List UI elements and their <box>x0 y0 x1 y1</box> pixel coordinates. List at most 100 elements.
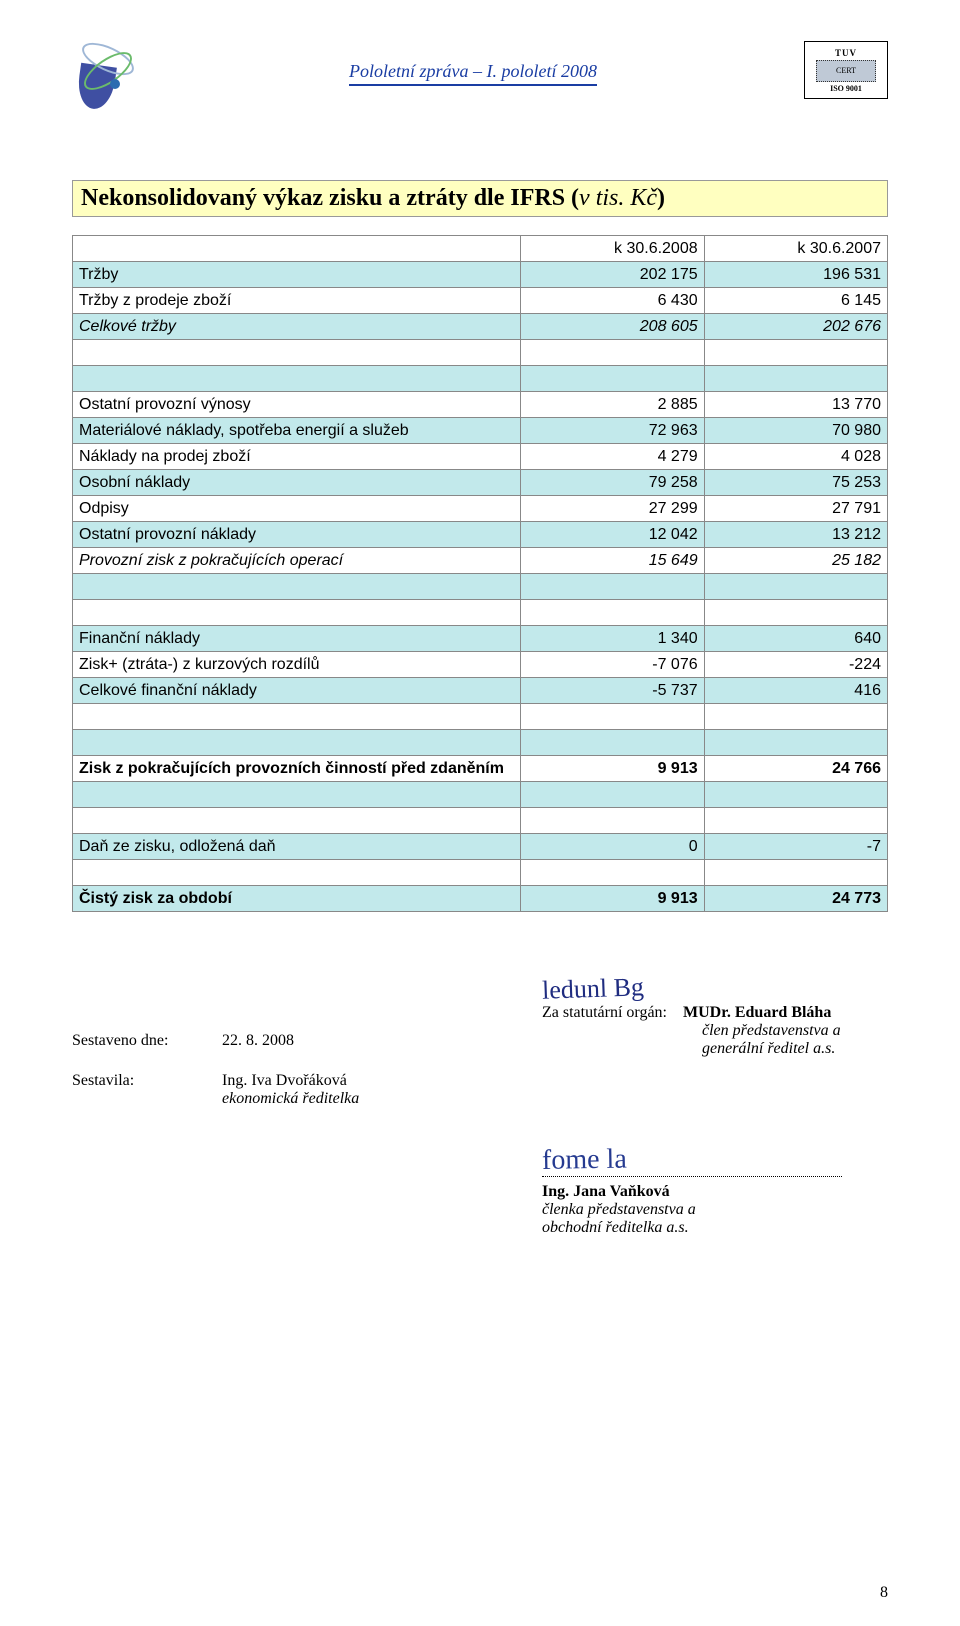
row-label: Ostatní provozní výnosy <box>73 392 521 418</box>
table-row: Tržby z prodeje zboží6 4306 145 <box>73 288 888 314</box>
table-row <box>73 860 888 886</box>
row-value-1: 79 258 <box>521 470 704 496</box>
table-row: Tržby202 175196 531 <box>73 262 888 288</box>
table-row: Čistý zisk za období9 91324 773 <box>73 886 888 912</box>
row-label <box>73 340 521 366</box>
row-value-1 <box>521 366 704 392</box>
row-value-1 <box>521 730 704 756</box>
row-value-2: 70 980 <box>704 418 887 444</box>
row-value-1 <box>521 600 704 626</box>
row-value-1: 27 299 <box>521 496 704 522</box>
row-label <box>73 730 521 756</box>
row-value-2: 202 676 <box>704 314 887 340</box>
row-value-2 <box>704 340 887 366</box>
table-row: Ostatní provozní náklady12 04213 212 <box>73 522 888 548</box>
signature-1-title1: člen představenstva a <box>702 1022 872 1040</box>
tuv-top-text: TUV <box>835 48 857 58</box>
page-number: 8 <box>880 1584 888 1602</box>
table-row <box>73 340 888 366</box>
row-value-2: 196 531 <box>704 262 887 288</box>
table-row: Daň ze zisku, odložená daň0-7 <box>73 834 888 860</box>
row-label: Osobní náklady <box>73 470 521 496</box>
table-row: Materiálové náklady, spotřeba energií a … <box>73 418 888 444</box>
row-label: Náklady na prodej zboží <box>73 444 521 470</box>
table-row <box>73 704 888 730</box>
row-label <box>73 782 521 808</box>
row-label <box>73 860 521 886</box>
compiled-date-label: Sestaveno dne: <box>72 1032 222 1050</box>
page-header: Pololetní zpráva – I. pololetí 2008 TUV … <box>72 30 888 110</box>
table-row <box>73 782 888 808</box>
row-value-2 <box>704 600 887 626</box>
row-value-2 <box>704 782 887 808</box>
row-value-2 <box>704 366 887 392</box>
financial-table: k 30.6.2008k 30.6.2007Tržby202 175196 53… <box>72 235 888 912</box>
table-row: k 30.6.2008k 30.6.2007 <box>73 236 888 262</box>
compiled-by-label: Sestavila: <box>72 1072 222 1108</box>
row-value-1 <box>521 782 704 808</box>
signature-2: fome la Ing. Jana Vaňková členka předsta… <box>542 1142 882 1237</box>
row-label <box>73 236 521 262</box>
table-row: Osobní náklady79 25875 253 <box>73 470 888 496</box>
row-value-1: 0 <box>521 834 704 860</box>
statutory-label: Za statutární orgán: <box>542 1004 667 1021</box>
row-value-2: 25 182 <box>704 548 887 574</box>
row-value-1: 9 913 <box>521 756 704 782</box>
signature-2-title1: členka představenstva a <box>542 1201 882 1219</box>
document-page: Pololetní zpráva – I. pololetí 2008 TUV … <box>0 0 960 1626</box>
row-value-2: 75 253 <box>704 470 887 496</box>
row-value-2: 13 770 <box>704 392 887 418</box>
row-value-2 <box>704 860 887 886</box>
row-label: Celkové tržby <box>73 314 521 340</box>
signature-2-scrawl: fome la <box>542 1139 883 1177</box>
compiled-by-name: Ing. Iva Dvořáková <box>222 1072 472 1090</box>
tuv-bottom-text: ISO 9001 <box>830 84 862 93</box>
row-label: Odpisy <box>73 496 521 522</box>
table-row <box>73 574 888 600</box>
title-close: ) <box>657 185 665 211</box>
signature-1-title2: generální ředitel a.s. <box>702 1040 872 1058</box>
row-value-1: 15 649 <box>521 548 704 574</box>
row-value-1: 202 175 <box>521 262 704 288</box>
row-label <box>73 600 521 626</box>
row-label <box>73 574 521 600</box>
row-value-1: 9 913 <box>521 886 704 912</box>
row-value-2: 24 773 <box>704 886 887 912</box>
section-title: Nekonsolidovaný výkaz zisku a ztráty dle… <box>72 180 888 217</box>
table-row <box>73 730 888 756</box>
row-value-1 <box>521 340 704 366</box>
row-value-2: 4 028 <box>704 444 887 470</box>
row-label <box>73 704 521 730</box>
row-label: Zisk z pokračujících provozních činností… <box>73 756 521 782</box>
table-row: Celkové finanční náklady-5 737416 <box>73 678 888 704</box>
row-value-1: 2 885 <box>521 392 704 418</box>
row-label: Provozní zisk z pokračujících operací <box>73 548 521 574</box>
table-row: Celkové tržby208 605202 676 <box>73 314 888 340</box>
row-value-2: 27 791 <box>704 496 887 522</box>
row-value-1: -7 076 <box>521 652 704 678</box>
compiled-by-title: ekonomická ředitelka <box>222 1090 472 1108</box>
signature-1-scrawl: ledunl Bg <box>542 966 873 1004</box>
signature-2-name: Ing. Jana Vaňková <box>542 1183 882 1201</box>
tuv-cert-icon: TUV CERT ISO 9001 <box>804 41 888 99</box>
table-row: Provozní zisk z pokračujících operací15 … <box>73 548 888 574</box>
table-row: Náklady na prodej zboží4 2794 028 <box>73 444 888 470</box>
table-row: Odpisy27 29927 791 <box>73 496 888 522</box>
row-label <box>73 366 521 392</box>
row-label: Zisk+ (ztráta-) z kurzových rozdílů <box>73 652 521 678</box>
signature-block: Sestaveno dne: 22. 8. 2008 Sestavila: In… <box>72 1032 888 1108</box>
table-row: Finanční náklady1 340640 <box>73 626 888 652</box>
table-row: Zisk+ (ztráta-) z kurzových rozdílů-7 07… <box>73 652 888 678</box>
row-value-1 <box>521 704 704 730</box>
row-value-2: 416 <box>704 678 887 704</box>
row-value-2: 640 <box>704 626 887 652</box>
row-value-2 <box>704 574 887 600</box>
row-label: Celkové finanční náklady <box>73 678 521 704</box>
row-value-2: k 30.6.2007 <box>704 236 887 262</box>
signature-1: ledunl Bg Za statutární orgán: MUDr. Edu… <box>542 972 872 1058</box>
row-value-1: 208 605 <box>521 314 704 340</box>
row-value-1: 12 042 <box>521 522 704 548</box>
row-label: Čistý zisk za období <box>73 886 521 912</box>
row-label: Ostatní provozní náklady <box>73 522 521 548</box>
row-label: Tržby z prodeje zboží <box>73 288 521 314</box>
